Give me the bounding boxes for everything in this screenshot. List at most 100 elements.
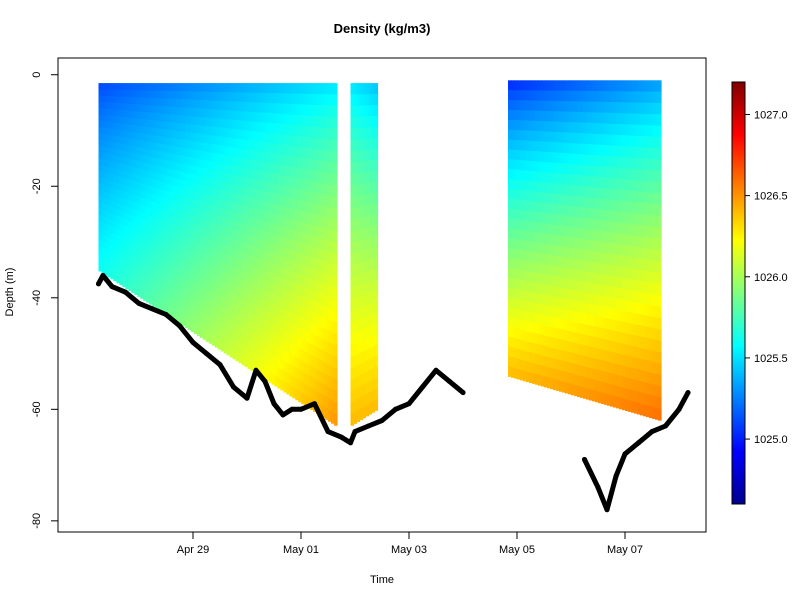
density-cell xyxy=(350,185,355,198)
density-cell xyxy=(622,157,626,169)
density-cell xyxy=(520,100,524,111)
colorbar-tick-label: 1027.0 xyxy=(754,109,788,121)
density-cell xyxy=(143,191,147,200)
density-cell xyxy=(187,222,192,232)
density-cell xyxy=(565,226,569,238)
density-cell xyxy=(128,145,132,153)
density-cell xyxy=(250,351,255,362)
density-cell xyxy=(371,170,376,183)
density-cell xyxy=(368,248,373,261)
density-cell xyxy=(550,131,554,143)
density-cell xyxy=(161,250,165,260)
density-cell xyxy=(295,209,299,221)
density-cell xyxy=(362,161,367,173)
bottom-depth-point xyxy=(271,401,277,407)
density-cell xyxy=(289,218,293,230)
density-cell xyxy=(544,233,548,245)
density-cell xyxy=(325,318,329,331)
density-cell xyxy=(104,127,109,135)
density-cell xyxy=(110,154,114,162)
density-cell xyxy=(601,263,605,275)
density-cell xyxy=(247,273,252,284)
density-cell xyxy=(134,252,138,260)
density-cell xyxy=(101,114,106,122)
density-cell xyxy=(277,194,281,206)
density-cell xyxy=(526,190,530,202)
density-cell xyxy=(223,101,228,111)
density-cell xyxy=(178,243,183,253)
density-cell xyxy=(265,231,270,243)
density-cell xyxy=(107,225,112,233)
density-cell xyxy=(640,214,644,226)
density-cell xyxy=(319,182,323,195)
density-cell xyxy=(586,367,590,379)
density-cell xyxy=(190,298,195,308)
density-cell xyxy=(146,207,150,216)
density-cell xyxy=(374,126,379,139)
density-cell xyxy=(362,116,367,129)
density-cell xyxy=(325,351,329,364)
density-cell xyxy=(289,260,293,272)
density-cell xyxy=(368,292,373,305)
density-cell xyxy=(529,281,533,293)
density-cell xyxy=(205,263,210,273)
density-cell xyxy=(140,269,144,278)
density-cell xyxy=(334,231,338,244)
density-cell xyxy=(101,228,106,236)
density-cell xyxy=(167,90,171,100)
density-cell xyxy=(110,83,114,91)
density-cell xyxy=(325,150,329,163)
density-cell xyxy=(529,271,533,283)
density-cell xyxy=(353,389,358,402)
density-cell xyxy=(586,80,590,92)
density-cell xyxy=(247,111,252,122)
density-cell xyxy=(350,311,355,324)
density-cell xyxy=(98,139,103,147)
density-cell xyxy=(613,319,617,332)
density-cell xyxy=(152,194,156,203)
density-cell xyxy=(181,277,186,286)
density-cell xyxy=(313,104,317,117)
density-cell xyxy=(535,120,539,132)
density-cell xyxy=(214,303,219,313)
density-cell xyxy=(619,266,623,278)
density-cell xyxy=(592,261,596,274)
density-cell xyxy=(122,171,126,179)
density-cell xyxy=(235,342,240,353)
density-cell xyxy=(511,288,515,299)
density-cell xyxy=(259,190,264,201)
density-cell xyxy=(268,242,273,254)
density-cell xyxy=(158,241,162,251)
density-cell xyxy=(187,255,192,265)
density-cell xyxy=(607,177,611,190)
density-cell xyxy=(353,230,358,243)
density-cell xyxy=(286,165,290,177)
density-cell xyxy=(205,91,210,101)
density-cell xyxy=(658,204,662,217)
density-cell xyxy=(553,317,557,329)
density-cell xyxy=(583,186,587,198)
density-cell xyxy=(526,271,530,282)
density-cell xyxy=(167,199,171,208)
density-cell xyxy=(583,112,587,124)
density-cell xyxy=(125,206,129,214)
density-cell xyxy=(146,126,150,135)
density-cell xyxy=(152,112,156,121)
density-cell xyxy=(523,300,527,312)
density-cell xyxy=(125,254,129,262)
density-cell xyxy=(295,315,299,327)
density-cell xyxy=(98,227,103,234)
density-cell xyxy=(652,91,656,104)
density-cell xyxy=(140,147,144,156)
density-cell xyxy=(658,102,662,115)
density-cell xyxy=(226,264,231,274)
density-cell xyxy=(229,210,234,221)
density-cell xyxy=(268,222,273,234)
density-cell xyxy=(511,149,515,161)
density-cell xyxy=(217,269,222,279)
density-cell xyxy=(238,222,243,233)
density-cell xyxy=(365,149,370,162)
density-cell xyxy=(187,198,192,207)
density-cell xyxy=(353,94,358,107)
density-cell xyxy=(307,202,311,214)
